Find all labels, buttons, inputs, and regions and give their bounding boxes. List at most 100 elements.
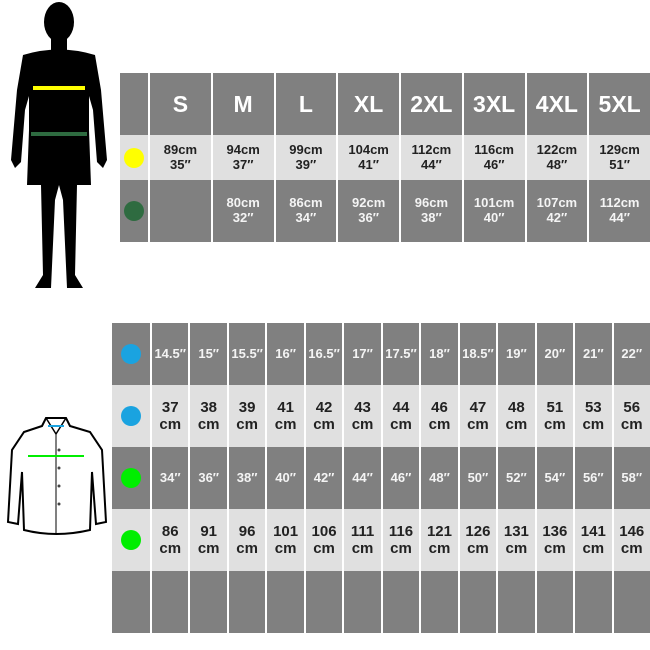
unit-value: cm	[505, 416, 528, 433]
measurement-cell	[498, 571, 535, 633]
inch-value: 37″	[232, 156, 254, 172]
measurement-cell: 106 cm	[305, 509, 343, 571]
measurement-cell: 38 cm	[190, 385, 227, 447]
measurement-cell: 94cm 37″	[212, 135, 274, 180]
shirt-icon	[6, 417, 108, 535]
measure-marker-icon	[121, 344, 141, 364]
cm-value: 122cm	[536, 141, 578, 157]
marker-cell	[112, 385, 150, 447]
number-value: 86	[161, 522, 179, 540]
measurement-cell: 53 cm	[575, 385, 612, 447]
number-value: 106	[311, 522, 337, 540]
marker-cell	[112, 571, 150, 633]
unit-value: cm	[467, 416, 489, 433]
measurement-cell: 44 cm	[382, 385, 420, 447]
shirt-size-table: 14.5″ 15″ 15.5″ 16″ 16.5″ 17″ 17.5″ 18″ 18.5″ 19″…	[0, 323, 650, 633]
inch-value: 38″	[236, 469, 258, 485]
measurement-cell: 126 cm	[459, 509, 497, 571]
marker-cell	[112, 447, 150, 509]
measurement-cell: 112cm 44″	[589, 180, 650, 242]
body-size-table: S M L XL 2XL 3XL 4XL 5XL 89cm 35″ 94cm 37″ 99cm 39″ 10…	[0, 73, 650, 242]
measurement-cell: 20″	[536, 323, 574, 385]
measurement-cell: 42 cm	[305, 385, 343, 447]
inch-value: 38″	[421, 210, 442, 225]
unit-value: cm	[505, 540, 528, 557]
unit-value: cm	[313, 540, 335, 557]
number-value: 101	[273, 522, 299, 540]
measurement-cell: 17″	[344, 323, 381, 385]
measurement-cell: 47 cm	[459, 385, 497, 447]
cm-value: 89cm	[163, 141, 197, 157]
cm-value: 86cm	[289, 195, 323, 211]
measurement-cell	[344, 571, 381, 633]
measurement-cell	[152, 571, 189, 633]
measurement-cell: 96cm 38″	[401, 180, 462, 242]
size-header: M	[212, 73, 274, 135]
inch-value: 46″	[390, 469, 412, 485]
unit-value: cm	[582, 416, 605, 433]
size-label: 5XL	[598, 90, 641, 117]
measurement-cell: 99cm 39″	[275, 135, 337, 180]
size-header: XL	[338, 73, 399, 135]
number-value: 46	[431, 398, 448, 416]
unit-value: cm	[351, 416, 374, 433]
inch-value: 44″	[609, 210, 630, 225]
measurement-cell: 58″	[613, 447, 650, 509]
number-value: 41	[277, 398, 294, 416]
measurement-cell: 101 cm	[267, 509, 304, 571]
number-value: 146	[619, 522, 645, 540]
measurement-cell: 36″	[190, 447, 227, 509]
measurement-cell: 39 cm	[228, 385, 266, 447]
cm-value: 96cm	[414, 195, 448, 211]
number-value: 56	[623, 398, 641, 416]
size-header: 5XL	[589, 73, 650, 135]
inch-value: 35″	[170, 156, 191, 172]
unit-value: cm	[620, 540, 643, 557]
man-silhouette-icon	[11, 2, 107, 288]
measurement-cell	[228, 571, 266, 633]
figure-cell	[0, 571, 110, 633]
measurement-cell	[190, 571, 227, 633]
measurement-cell: 48 cm	[498, 385, 535, 447]
measurement-cell: 21″	[575, 323, 612, 385]
measurement-cell	[613, 571, 650, 633]
measurement-cell	[575, 571, 612, 633]
size-label: XL	[353, 90, 384, 117]
cm-value: 104cm	[348, 141, 389, 157]
inch-value: 48″	[546, 156, 568, 172]
inch-value: 51″	[609, 156, 630, 172]
number-value: 44	[392, 398, 410, 416]
measurement-cell: 46″	[382, 447, 420, 509]
number-value: 136	[542, 522, 568, 540]
measurement-cell: 22″	[613, 323, 650, 385]
unit-value: cm	[390, 416, 412, 433]
measure-marker-icon	[121, 468, 141, 488]
inch-value: 41″	[358, 156, 379, 172]
measurement-cell: 50″	[459, 447, 497, 509]
inch-value: 40″	[275, 469, 296, 485]
inch-value: 44″	[421, 156, 442, 172]
measurement-cell: 80cm 32″	[212, 180, 274, 242]
number-value: 116	[388, 522, 414, 540]
measurement-cell: 48″	[421, 447, 458, 509]
inch-value: 46″	[483, 156, 505, 172]
marker-cell	[120, 180, 148, 242]
inch-value: 48″	[429, 469, 450, 485]
number-value: 131	[503, 522, 529, 540]
unit-value: cm	[236, 416, 258, 433]
measurement-cell: 122cm 48″	[526, 135, 588, 180]
measure-marker-icon	[121, 530, 141, 550]
inch-value: 18.5″	[462, 345, 494, 361]
measurement-cell: 51 cm	[536, 385, 574, 447]
unit-value: cm	[390, 540, 412, 557]
marker-cell	[120, 135, 148, 180]
inch-value: 16″	[275, 345, 296, 361]
cm-value: 99cm	[289, 141, 323, 157]
number-value: 42	[315, 398, 333, 416]
inch-value: 17.5″	[385, 345, 417, 361]
measurement-cell: 101cm 40″	[463, 180, 525, 242]
unit-value: cm	[428, 540, 451, 557]
marker-header-cell	[120, 73, 148, 135]
inch-value: 54″	[544, 469, 566, 485]
number-value: 51	[546, 398, 564, 416]
